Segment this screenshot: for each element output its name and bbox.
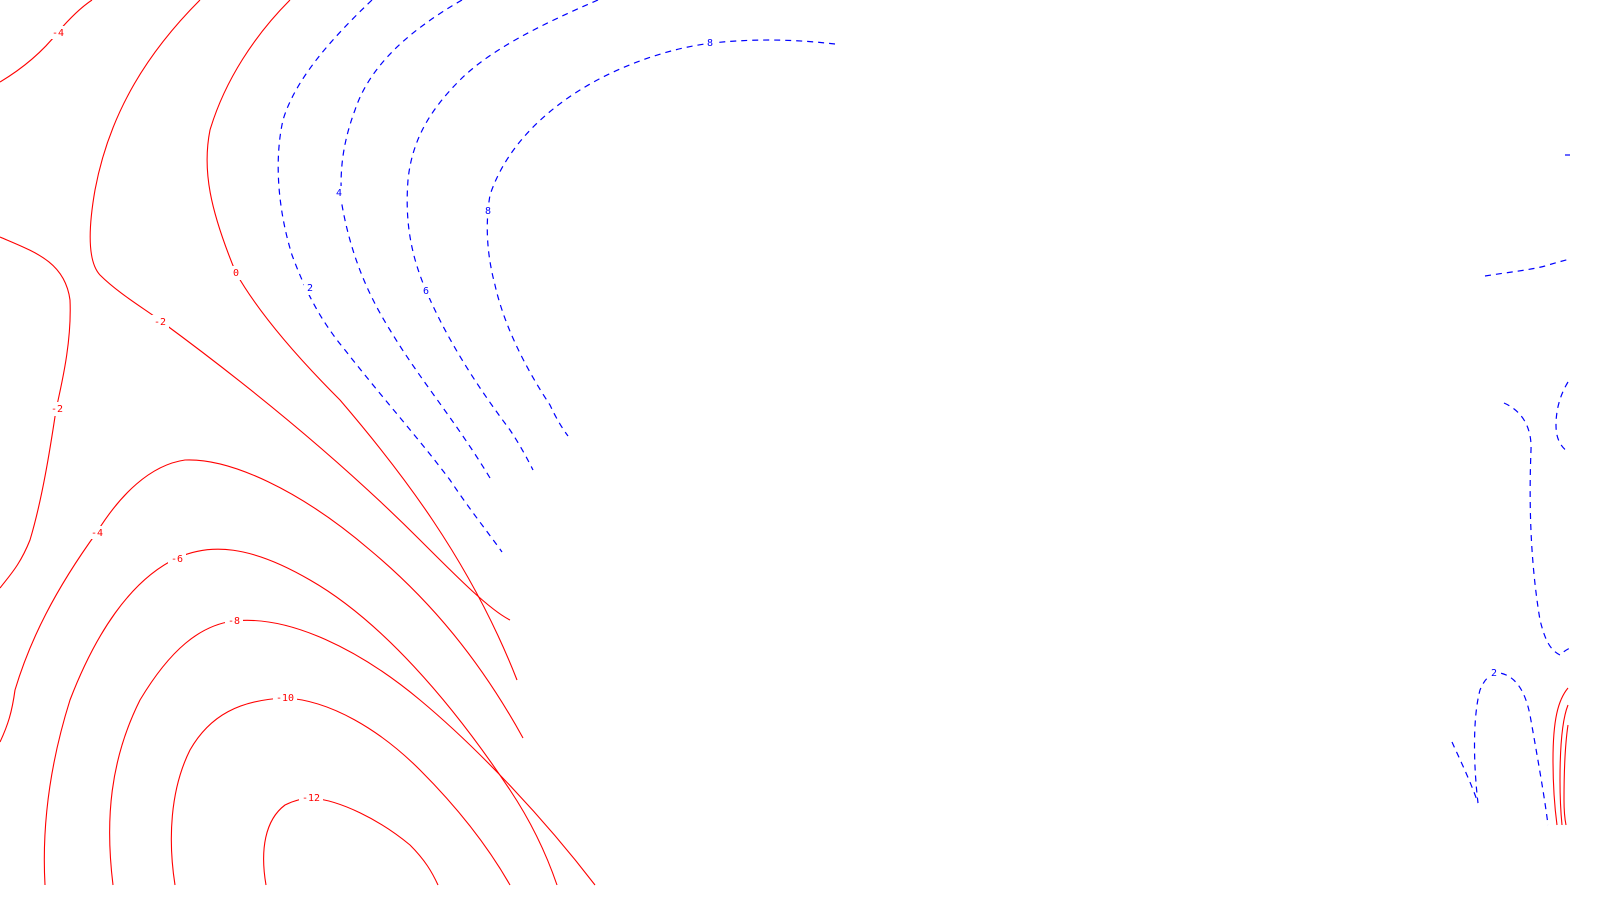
contour-line-minus-6 bbox=[43, 548, 558, 886]
contour-label-text: -12 bbox=[302, 793, 320, 804]
contour-label-text: -4 bbox=[91, 528, 103, 539]
contour-line-right-bottom bbox=[1451, 672, 1549, 826]
contour-label-text: -6 bbox=[171, 554, 183, 565]
contour-label-text: -10 bbox=[276, 693, 294, 704]
contour-label: 0 bbox=[230, 266, 242, 280]
contour-label: -4 bbox=[50, 26, 66, 39]
contour-line-right-mid-a bbox=[1503, 402, 1571, 656]
contour-label: 2 bbox=[1488, 666, 1500, 680]
contour-line-plus-6 bbox=[406, 0, 599, 471]
contour-label: -12 bbox=[299, 791, 323, 804]
contour-label-text: 2 bbox=[307, 283, 313, 294]
contour-line-minus-10 bbox=[170, 697, 511, 886]
contour-label: -10 bbox=[273, 691, 297, 704]
contour-label: -2 bbox=[48, 402, 66, 416]
contour-label-text: -2 bbox=[154, 317, 166, 328]
contour-line-right-top-b bbox=[1484, 258, 1571, 277]
contour-label-text: -2 bbox=[51, 404, 63, 415]
contour-line-minus-12 bbox=[263, 797, 439, 886]
contour-line-right-edge-1 bbox=[1552, 687, 1569, 826]
contour-label: -4 bbox=[88, 526, 106, 539]
contour-label: 6 bbox=[420, 284, 432, 298]
contour-label-text: 6 bbox=[423, 286, 429, 297]
contour-line-right-edge-3 bbox=[1563, 724, 1569, 826]
contour-labels: -4 -2 -2 0 -4 -6 -8 -10 -12 2 4 6 8 8 2 bbox=[48, 26, 1500, 804]
contour-label-text: 8 bbox=[707, 38, 713, 49]
contour-line-zero bbox=[206, 0, 518, 681]
contour-label-text: 8 bbox=[485, 206, 491, 217]
contour-label: -8 bbox=[225, 614, 243, 627]
contour-line-right-mid-b bbox=[1555, 381, 1569, 453]
contour-label: -2 bbox=[151, 315, 169, 328]
contour-label-text: 2 bbox=[1491, 668, 1497, 679]
negative-contours bbox=[0, 0, 1569, 886]
contour-label: -6 bbox=[168, 552, 186, 565]
contour-label: 8 bbox=[482, 204, 494, 218]
contour-line-minus-4-top bbox=[0, 0, 93, 83]
contour-line-plus-8 bbox=[486, 39, 836, 437]
contour-line-minus-8 bbox=[109, 619, 596, 886]
contour-label-text: 0 bbox=[233, 268, 239, 279]
contour-line-plus-4 bbox=[340, 0, 491, 479]
contour-label: 2 bbox=[304, 281, 316, 295]
contour-line-right-edge-2 bbox=[1559, 704, 1569, 826]
contour-line-plus-2 bbox=[277, 0, 503, 553]
contour-line-minus-4-main bbox=[0, 459, 524, 743]
contour-label-text: -8 bbox=[228, 616, 240, 627]
contour-label-text: -4 bbox=[52, 28, 64, 39]
positive-contours bbox=[277, 0, 1571, 826]
contour-label: 4 bbox=[333, 186, 345, 200]
contour-label-text: 4 bbox=[336, 188, 342, 199]
contour-label: 8 bbox=[704, 36, 716, 50]
